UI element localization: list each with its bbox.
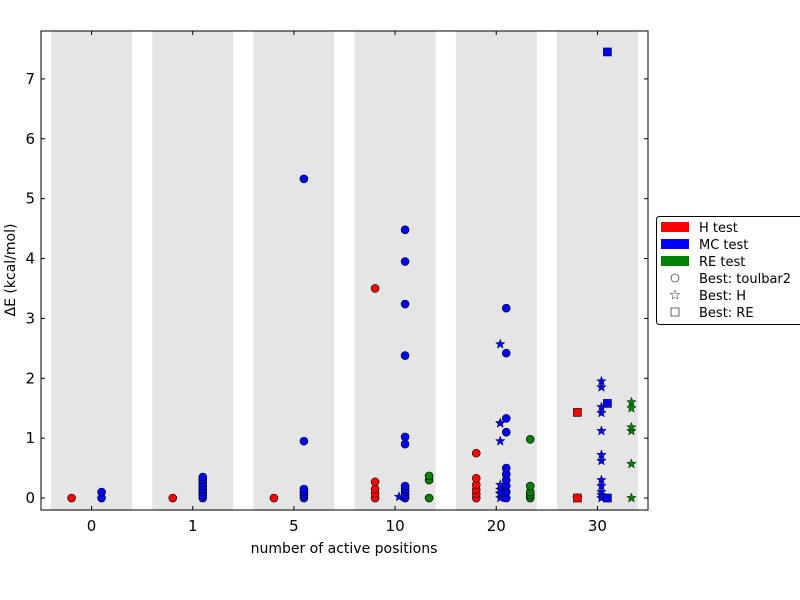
mc-test-square-point [603,399,612,408]
mc-test-star-point [596,381,607,392]
legend-swatch [661,222,689,232]
re-test-star-point [626,421,637,432]
plot-frame [40,30,649,511]
mc-test-star-point [596,425,607,436]
re-test-star-point [626,492,637,503]
y-tick-label: 4 [25,250,35,268]
mc-test-circle-point [501,303,511,313]
y-tick-label: 5 [25,190,35,208]
legend: H test MC test RE test Best: toulbar2 Best: … [656,216,800,325]
h-test-circle-point [168,493,178,503]
re-test-circle-point [525,435,535,444]
re-test-star-point [626,396,637,407]
h-test-square-point [573,493,582,503]
legend-circle-marker [670,273,680,283]
mc-test-circle-point [400,257,410,266]
h-test-circle-point [370,484,380,494]
group-band [354,31,436,510]
group-band [51,31,133,510]
data-points [67,47,637,503]
legend-label: RE test [699,255,745,270]
mc-test-square-point [603,47,612,57]
mc-test-star-point [494,487,506,498]
re-test-star-point [626,402,637,413]
legend-label: Best: RE [699,306,754,321]
mc-test-star-point [494,435,506,446]
mc-test-circle-point [400,481,410,491]
legend-swatch [661,239,689,249]
x-tick-label: 0 [87,517,97,535]
group-band [455,31,537,510]
y-tick-label: 0 [25,489,35,507]
group-band [556,31,638,510]
x-axis-label: number of active positions [251,541,438,557]
legend-square-marker [670,307,680,317]
group-band [253,31,335,510]
mc-test-circle-point [299,484,309,494]
h-test-circle-point [370,284,380,293]
mc-test-star-point [596,455,607,466]
h-test-circle-point [269,493,279,503]
mc-test-circle-point [97,487,106,497]
mc-test-circle-point [400,432,410,442]
mc-test-star-point [596,474,607,485]
y-tick-label: 2 [25,369,35,387]
legend-label: H test [699,221,738,236]
x-tick-label: 20 [487,517,506,535]
h-test-square-point [573,408,582,417]
mc-test-circle-point [400,225,410,235]
mc-test-circle-point [501,414,511,423]
re-test-circle-point [525,481,535,491]
x-tick-label: 1 [188,517,198,535]
re-test-star-point [626,425,637,436]
h-test-circle-point [471,448,481,458]
y-tick-label: 7 [25,70,35,88]
x-tick-label: 30 [588,517,607,535]
legend-frame [656,216,800,325]
mc-test-circle-point [400,351,410,360]
mc-test-star-point [596,480,607,491]
mc-test-star-point [494,417,506,428]
mc-test-circle-point [501,348,511,358]
y-tick-label: 1 [25,429,35,447]
mc-test-star-point [596,486,607,497]
mc-test-circle-point [299,436,309,446]
x-tick-label: 5 [289,517,299,535]
re-test-star-point [626,458,637,469]
mc-test-square-point [603,493,612,503]
legend-star-marker [669,289,681,300]
mc-test-circle-point [400,439,410,449]
h-test-circle-point [471,473,481,483]
group-bands [51,31,638,510]
y-tick-label: 3 [25,309,35,327]
legend-swatch [661,256,689,266]
mc-test-star-point [596,449,607,460]
x-axis: 0 1 5 10 20 30 [87,31,607,535]
h-test-circle-point [67,493,76,503]
mc-test-circle-point [501,463,511,473]
mc-test-circle-point [501,427,511,437]
h-test-circle-point [370,477,380,487]
mc-test-star-point [596,407,607,418]
mc-test-star-point [596,489,607,500]
mc-test-star-point [596,375,607,386]
legend-label: Best: H [699,289,746,304]
y-tick-label: 6 [25,130,35,148]
y-axis: 0 1 2 3 4 5 6 7 [25,70,648,507]
mc-test-circle-point [400,299,410,309]
y-axis-label: ΔE (kcal/mol) [3,224,19,317]
x-tick-label: 10 [386,517,405,535]
mc-test-circle-point [299,174,309,184]
re-test-circle-point [424,471,434,481]
legend-label: MC test [699,238,748,253]
mc-test-star-point [494,338,506,349]
legend-label: Best: toulbar2 [699,272,791,287]
mc-test-circle-point [198,472,208,482]
group-band [152,31,234,510]
re-test-circle-point [424,493,434,503]
